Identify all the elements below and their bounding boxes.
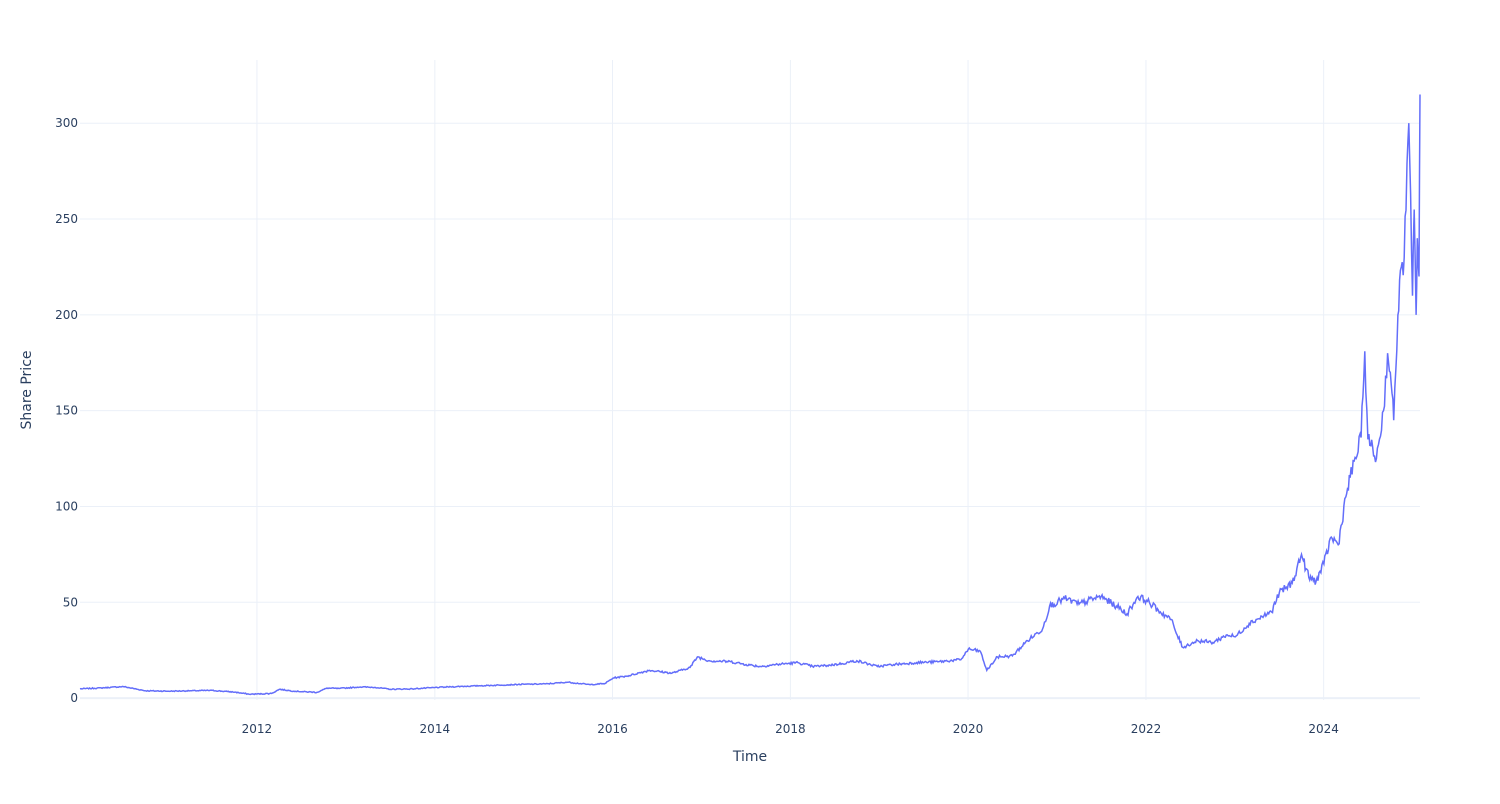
y-tick-label: 100 [55,499,78,513]
y-tick-label: 150 [55,404,78,418]
y-tick-label: 200 [55,308,78,322]
y-tick-label: 250 [55,212,78,226]
share-price-line [79,94,1421,696]
y-tick-label: 0 [70,691,78,705]
x-tick-labels: 2012 2014 2016 2018 2020 2022 2024 [242,722,1339,736]
x-tick-label: 2020 [953,722,984,736]
x-tick-label: 2012 [242,722,273,736]
y-gridlines [80,122,1420,700]
y-tick-label: 300 [55,116,78,130]
y-axis-title: Share Price [19,350,35,429]
x-tick-label: 2022 [1131,722,1162,736]
y-tick-label: 50 [63,595,78,609]
x-tick-label: 2016 [597,722,628,736]
x-tick-label: 2024 [1308,722,1339,736]
x-axis-title: Time [732,749,767,765]
x-tick-label: 2018 [775,722,806,736]
x-gridlines [256,60,1325,700]
x-tick-label: 2014 [420,722,451,736]
y-tick-labels: 0 50 100 150 200 250 300 [55,116,78,705]
